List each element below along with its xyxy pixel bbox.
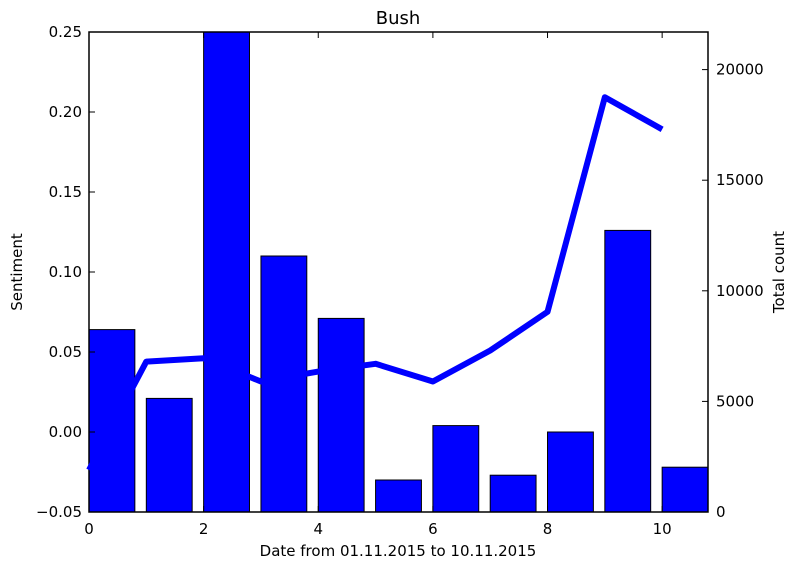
left-y-tick-label: 0.25	[49, 23, 82, 41]
right-y-tick-label: 20000	[716, 61, 764, 79]
x-tick-label: 2	[199, 520, 209, 538]
left-y-tick-label: 0.05	[49, 343, 82, 361]
bar	[489, 474, 537, 513]
bar	[203, 31, 250, 513]
bar	[661, 466, 709, 513]
right-y-tick-label: 0	[716, 503, 726, 521]
bar	[547, 431, 594, 513]
right-y-tick-label: 10000	[716, 282, 764, 300]
bar	[317, 317, 365, 513]
x-axis-ticks: 0 2 4 6 8 10	[84, 32, 672, 538]
left-y-tick-label: 0.00	[49, 423, 82, 441]
right-y-tick-label: 15000	[716, 171, 764, 189]
left-y-axis-label: Sentiment	[8, 233, 26, 311]
left-y-tick-label: 0.20	[49, 103, 82, 121]
right-y-axis-label: Total count	[770, 231, 788, 314]
x-axis-label: Date from 01.11.2015 to 10.11.2015	[260, 542, 537, 560]
series-line	[86, 94, 664, 472]
right-y-axis-ticks: 0 5000 10000 15000 20000	[702, 61, 764, 521]
left-y-tick-label: 0.10	[49, 263, 82, 281]
right-y-tick-label: 5000	[716, 392, 754, 410]
line-series	[86, 94, 664, 472]
left-y-tick-label: −0.05	[36, 503, 82, 521]
x-tick-label: 0	[84, 520, 94, 538]
bar	[375, 479, 422, 513]
left-y-tick-label: 0.15	[49, 183, 82, 201]
x-tick-label: 10	[653, 520, 672, 538]
bar	[260, 255, 308, 513]
x-tick-label: 8	[543, 520, 553, 538]
x-tick-label: 6	[428, 520, 438, 538]
left-y-axis-ticks: −0.05 0.00 0.05 0.10 0.15 0.20 0.25	[36, 23, 95, 521]
bar	[604, 229, 652, 513]
chart-title: Bush	[376, 8, 421, 29]
x-tick-label: 4	[313, 520, 323, 538]
bar	[432, 425, 480, 513]
bar	[145, 397, 193, 513]
